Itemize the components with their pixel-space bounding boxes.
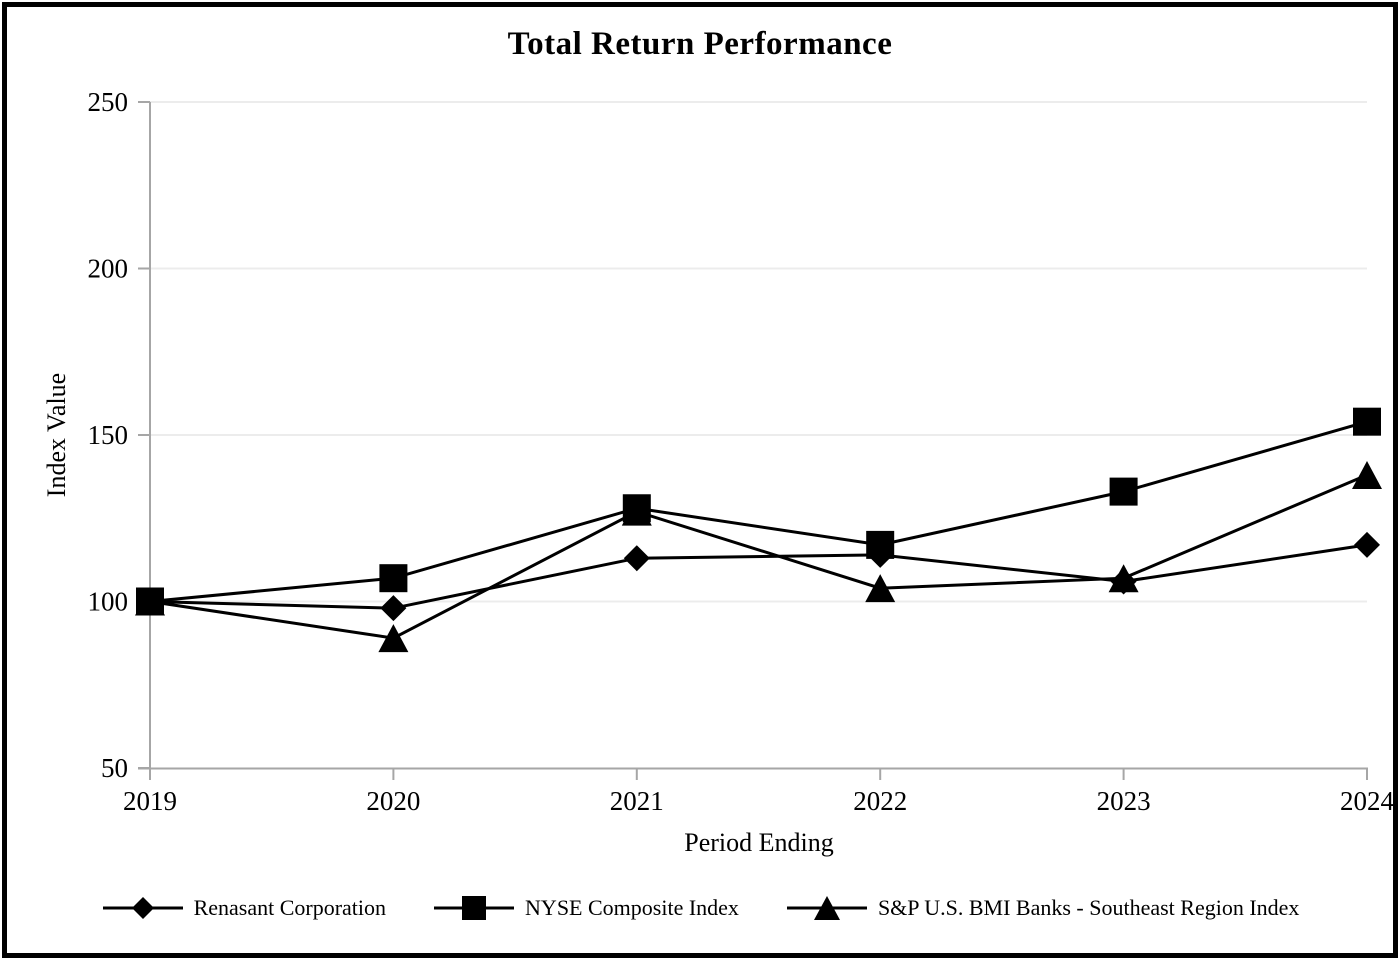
- square-marker: [866, 530, 895, 559]
- y-tick-label: 50: [101, 753, 128, 783]
- x-axis-label: Period Ending: [684, 828, 834, 857]
- legend-label: NYSE Composite Index: [525, 895, 739, 920]
- triangle-legend-icon: [786, 896, 867, 920]
- series-renasant-corporation: [137, 531, 1380, 622]
- legend-item-s-p-u-s-bmi-banks-southeast-region-index: S&P U.S. BMI Banks - Southeast Region In…: [785, 893, 1299, 923]
- x-tick-label: 2019: [123, 786, 177, 816]
- diamond-marker: [380, 595, 407, 622]
- series-line: [149, 543, 1368, 610]
- square-marker: [622, 494, 651, 523]
- square-marker: [1109, 477, 1138, 506]
- square-marker: [1353, 407, 1381, 436]
- series-nyse-composite-index: [136, 407, 1381, 616]
- legend-label: Renasant Corporation: [193, 895, 387, 920]
- triangle-marker: [1108, 564, 1139, 593]
- series-line: [149, 420, 1368, 603]
- triangle-marker: [1352, 460, 1382, 489]
- x-tick-label: 2021: [610, 786, 664, 816]
- triangle-marker: [378, 624, 409, 653]
- square-legend-icon: [434, 896, 515, 920]
- y-tick-label: 200: [88, 254, 129, 284]
- square-marker: [379, 564, 408, 593]
- y-tick-label: 250: [88, 87, 129, 117]
- triangle-marker: [865, 574, 896, 603]
- y-tick-label: 150: [88, 420, 129, 450]
- triangle-marker: [813, 896, 840, 920]
- x-tick-label: 2023: [1097, 786, 1151, 816]
- x-tick-label: 2020: [366, 786, 420, 816]
- diamond-marker: [1354, 531, 1380, 558]
- x-tick-label: 2024: [1340, 786, 1395, 816]
- diamond-marker: [131, 897, 154, 919]
- legend-label: S&P U.S. BMI Banks - Southeast Region In…: [877, 895, 1300, 920]
- x-tick-label: 2022: [853, 786, 907, 816]
- diamond-legend-icon: [102, 897, 183, 919]
- diamond-marker: [623, 545, 650, 572]
- series-line: [149, 473, 1368, 640]
- legend-item-nyse-composite-index: NYSE Composite Index: [432, 893, 739, 923]
- chart-title: Total Return Performance: [507, 26, 893, 62]
- legend-item-renasant-corporation: Renasant Corporation: [101, 893, 386, 923]
- square-marker: [136, 587, 164, 616]
- y-tick-label: 100: [88, 587, 129, 617]
- y-axis-label: Index Value: [42, 372, 71, 498]
- square-marker: [462, 896, 487, 920]
- chart-legend: Renasant Corporation NYSE Composite Index…: [0, 884, 1400, 932]
